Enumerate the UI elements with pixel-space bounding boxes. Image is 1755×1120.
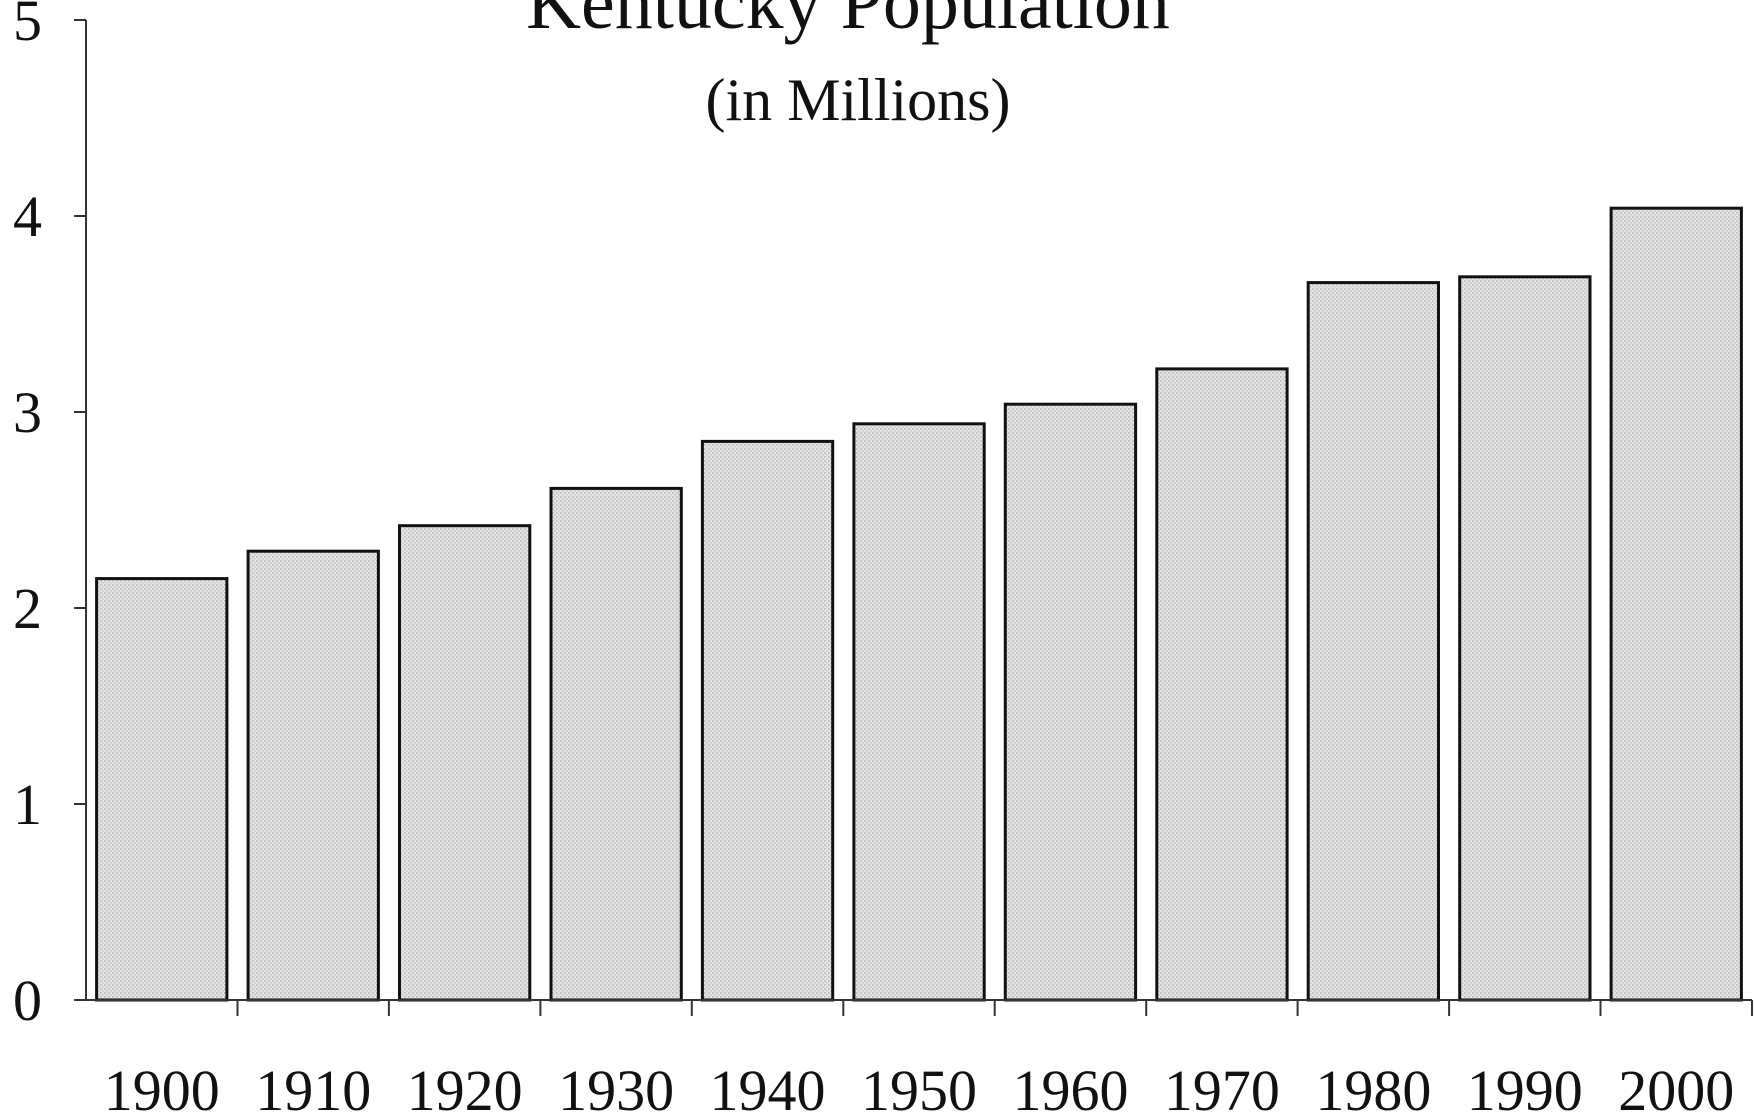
y-tick-label: 5 xyxy=(13,0,42,53)
bar-1940 xyxy=(700,439,835,1002)
bars-group xyxy=(95,206,1743,1002)
bar-1930 xyxy=(549,486,683,1002)
bar-1990 xyxy=(1458,275,1592,1002)
bar-1920 xyxy=(398,524,532,1002)
x-tick-label: 1920 xyxy=(407,1058,523,1120)
bar-1960 xyxy=(1003,402,1138,1002)
y-tick-label: 1 xyxy=(13,772,42,837)
x-tick-label: 1970 xyxy=(1164,1058,1280,1120)
y-axis-ticks: 0 1 2 3 4 5 xyxy=(13,0,86,1033)
chart-title: Kentucky Population xyxy=(526,0,1170,45)
bar-1970 xyxy=(1155,367,1289,1002)
x-tick-label: 1910 xyxy=(255,1058,371,1120)
x-axis-ticks: 1900 1910 1920 1930 1940 1950 1960 1970 1980 1990… xyxy=(104,1000,1753,1120)
bar-2000 xyxy=(1609,206,1743,1002)
bar-1910 xyxy=(246,549,380,1002)
bar-1900 xyxy=(95,577,229,1002)
y-tick-label: 2 xyxy=(13,576,42,641)
x-tick-label: 2000 xyxy=(1618,1058,1734,1120)
x-tick-label: 1940 xyxy=(710,1058,826,1120)
x-tick-label: 1930 xyxy=(558,1058,674,1120)
y-tick-label: 4 xyxy=(13,184,42,249)
chart-subtitle: (in Millions) xyxy=(705,67,1010,133)
y-tick-label: 3 xyxy=(13,380,42,445)
x-tick-label: 1990 xyxy=(1467,1058,1583,1120)
bar-1950 xyxy=(852,422,986,1002)
y-tick-label: 0 xyxy=(13,968,42,1033)
bar-1980 xyxy=(1306,281,1440,1002)
x-tick-label: 1900 xyxy=(104,1058,220,1120)
x-tick-label: 1980 xyxy=(1315,1058,1431,1120)
x-tick-label: 1950 xyxy=(861,1058,977,1120)
x-tick-label: 1960 xyxy=(1013,1058,1129,1120)
